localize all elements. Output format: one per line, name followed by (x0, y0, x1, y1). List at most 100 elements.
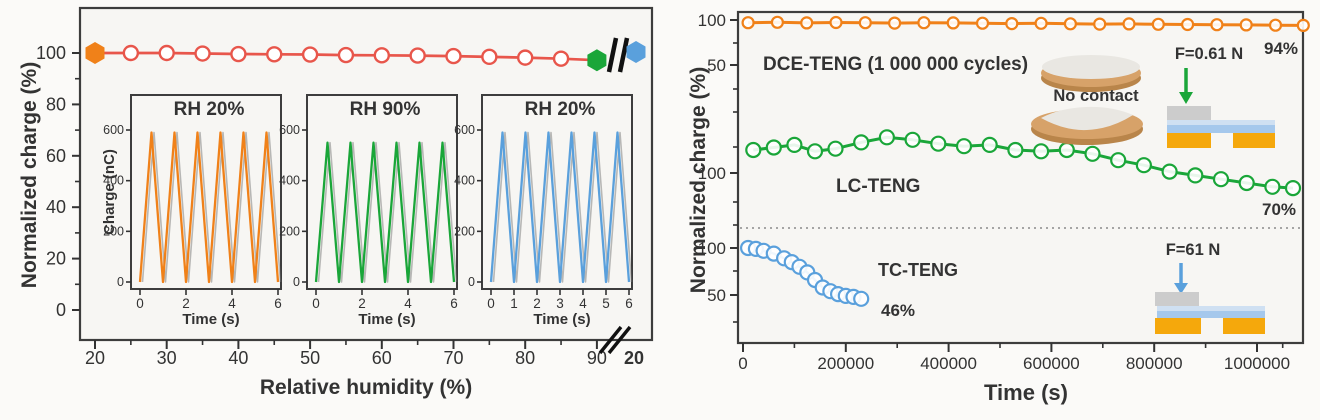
electrode-left (1167, 133, 1211, 148)
DCE-TENG (1 000 000 cycles)-marker (1239, 18, 1253, 32)
force-0.61N-label: F=0.61 N (1175, 45, 1243, 63)
inset-x-tick-label: 6 (450, 296, 458, 311)
right-x-tick-label: 800000 (1126, 354, 1183, 373)
rh90-end-hexagon-marker (587, 49, 607, 72)
inset-title: RH 90% (350, 99, 421, 120)
LC-TENG-marker (878, 129, 896, 146)
DCE-TENG (1 000 000 cycles)-marker (1268, 18, 1283, 32)
inset-y-tick-label: 600 (279, 123, 300, 137)
left-x-tick-label: 90 (587, 348, 607, 368)
rh20-start-hexagon-marker (85, 42, 105, 64)
LC-TENG-marker (904, 131, 921, 148)
humidity-data-marker (409, 47, 426, 64)
humidity-data-marker (230, 45, 247, 63)
inset-y-tick-label: 0 (468, 275, 475, 289)
DCE-TENG (1 000 000 cycles)-marker (741, 16, 755, 30)
left-x-tick-label: 80 (515, 348, 535, 368)
DCE-TENG (1 000 000 cycles)-marker (1005, 17, 1019, 31)
left-x-tick-label: 20 (85, 348, 105, 368)
inset-x-tick-label: 2 (182, 296, 190, 311)
DCE-TENG (1 000 000 cycles)-marker (1210, 18, 1224, 32)
humidity-data-marker (122, 44, 140, 62)
electrode-right (1223, 318, 1265, 334)
electrode-left (1155, 318, 1201, 334)
right-y-tick-label: 100 (698, 239, 726, 258)
LC-TENG-marker (1264, 178, 1281, 195)
inset-y-tick-label: 600 (454, 123, 475, 137)
humidity-data-marker (373, 47, 390, 64)
LC-TENG-marker (1284, 180, 1302, 197)
inset-x-tick-label: 4 (404, 296, 412, 311)
left-x-tick-label: 30 (157, 348, 177, 368)
inset-y-tick-label: 0 (117, 275, 124, 289)
inset-frame (306, 94, 458, 290)
bottom-disc-concave-face (1041, 106, 1133, 131)
no-contact-inset: No contact (1031, 55, 1143, 145)
DCE-TENG (1 000 000 cycles)-marker (975, 16, 990, 30)
inset-x-tick-label: 5 (602, 296, 610, 311)
inset-wave-line (314, 141, 456, 284)
inset-x-tick-label: 6 (274, 296, 282, 311)
inset-y-tick-label: 200 (454, 224, 475, 238)
DCE-TENG (1 000 000 cycles)-marker (917, 16, 931, 30)
inset-x-tick-label: 2 (533, 296, 541, 311)
LC-TENG-marker (1212, 171, 1230, 188)
left-y-axis-title: Normalized charge (%) (18, 62, 41, 288)
inset-wave-line (489, 131, 631, 284)
force-61N-label: F=61 N (1166, 241, 1221, 259)
inset-y-tick-label: 600 (103, 123, 124, 137)
LC-TENG-marker (1238, 174, 1255, 192)
DCE-TENG (1 000 000 cycles)-marker (887, 16, 902, 30)
inset-x-axis-title: Time (s) (182, 311, 239, 328)
line-break-icon (617, 37, 630, 73)
lc-teng-label: LC-TENG (836, 176, 920, 197)
right-y-tick-label: 100 (698, 164, 726, 183)
left-x-tick-label: 50 (300, 348, 320, 368)
left-x-break-label: 20 (624, 348, 644, 368)
x-axis-break-icon (607, 325, 632, 355)
LC-TENG-marker (786, 136, 803, 153)
left-y-tick-label: 0 (56, 300, 66, 320)
inset-y-axis-title: Charge (nC) (101, 149, 118, 235)
inset-x-tick-label: 0 (487, 296, 495, 311)
LC-TENG-marker (853, 134, 870, 151)
DCE-TENG (1 000 000 cycles)-marker (946, 16, 960, 30)
down-arrow-head-icon (1179, 92, 1193, 104)
DCE-TENG (1 000 000 cycles)-marker (1180, 17, 1195, 32)
inset-y-tick-label: 400 (279, 174, 300, 188)
LC-TENG-marker (1058, 141, 1075, 159)
inset-wave-shadow (141, 131, 282, 283)
DCE-TENG (1 000 000 cycles)-marker (1122, 17, 1136, 31)
humidity-data-marker (266, 46, 283, 63)
LC-TENG-marker (1110, 152, 1127, 169)
right-y-tick-label: 100 (698, 11, 726, 30)
left-y-tick-label: 80 (46, 94, 66, 114)
inset-x-axis-title: Time (s) (533, 311, 590, 328)
left-x-tick-label: 40 (228, 348, 248, 368)
inset-x-tick-label: 3 (556, 296, 564, 311)
inset-x-tick-label: 2 (358, 296, 366, 311)
right-x-axis-title: Time (s) (984, 380, 1068, 405)
inset-wave-line (138, 131, 280, 284)
left-y-tick-label: 60 (46, 146, 66, 166)
DCE-TENG (1 000 000 cycles)-marker (1093, 17, 1107, 31)
no-contact-label: No contact (1053, 87, 1139, 105)
humidity-data-marker (517, 49, 534, 66)
humidity-data-marker (158, 44, 175, 62)
DCE-TENG (1 000 000 cycles)-marker (1063, 17, 1078, 31)
LC-TENG-marker (981, 136, 998, 153)
left-y-tick-label: 20 (46, 249, 66, 269)
inset-y-tick-label: 400 (103, 174, 124, 188)
LC-TENG-marker (1161, 163, 1178, 180)
humidity-data-marker (445, 47, 462, 65)
LC-TENG-marker (930, 135, 947, 152)
inset-inset-rh90: 600 400 200 00 2 4 6 Time (s) RH 90% (279, 94, 458, 328)
dce-final-percent: 94% (1264, 39, 1298, 58)
humidity-data-marker (552, 50, 570, 67)
left-x-tick-label: 70 (443, 348, 463, 368)
left-y-tick-label: 40 (46, 197, 66, 217)
inset-x-tick-label: 4 (579, 296, 587, 311)
DCE-TENG (1 000 000 cycles)-marker (1296, 18, 1310, 32)
humidity-data-marker (301, 46, 319, 63)
